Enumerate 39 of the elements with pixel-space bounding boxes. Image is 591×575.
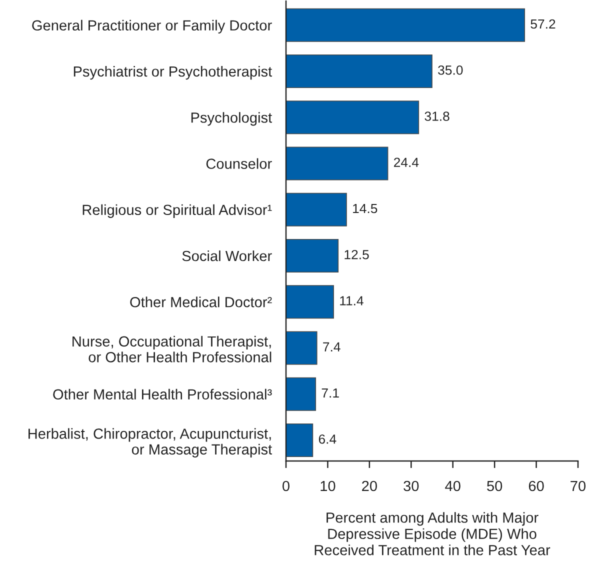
data-label: 6.4 xyxy=(318,434,336,444)
data-label: 24.4 xyxy=(394,158,419,167)
bar xyxy=(286,54,432,88)
x-tick-label: 20 xyxy=(362,480,377,492)
bar xyxy=(286,238,339,273)
data-label: 12.5 xyxy=(344,250,369,260)
bar xyxy=(286,331,318,365)
data-label: 11.4 xyxy=(340,296,364,306)
y-tick-label: Herbalist, Chiropractor, Acupuncturist, or Massage Therapist xyxy=(28,428,272,458)
data-label: 14.5 xyxy=(353,204,378,214)
x-axis-title: Percent among Adults with Major Depressive Episode (MDE) Who Received Treatment in the Past Year xyxy=(314,512,550,556)
y-tick-label: General Practitioner or Family Doctor xyxy=(32,20,272,34)
y-tick-label: Nurse, Occupational Therapist, or Other Health Professional xyxy=(72,336,272,362)
x-tick-label: 40 xyxy=(445,480,460,492)
y-tick-label: Religious or Spiritual Advisor¹ xyxy=(82,204,272,218)
y-tick-label: Other Medical Doctor² xyxy=(130,296,272,308)
bar xyxy=(286,146,388,180)
data-label: 7.1 xyxy=(322,388,339,398)
bar xyxy=(286,100,420,134)
y-tick-label: Psychologist xyxy=(191,112,272,126)
y-tick-label: Psychiatrist or Psychotherapist xyxy=(74,66,272,80)
x-tick-label: 50 xyxy=(487,480,502,492)
x-tick-label: 10 xyxy=(320,480,336,492)
data-label: 35.0 xyxy=(438,65,463,75)
y-tick-label: Social Worker xyxy=(182,250,272,262)
y-tick-label: Counselor xyxy=(206,158,272,169)
data-label: 57.2 xyxy=(530,19,556,29)
bar xyxy=(286,8,526,42)
bar xyxy=(286,377,316,411)
bar xyxy=(286,192,347,226)
y-tick-label: Other Mental Health Professional³ xyxy=(53,388,272,400)
x-tick-label: 60 xyxy=(528,480,544,492)
data-label: 7.4 xyxy=(323,342,340,352)
x-tick-label: 70 xyxy=(570,480,586,492)
x-tick-label: 0 xyxy=(282,480,290,492)
bar xyxy=(286,285,334,319)
x-tick-label: 30 xyxy=(404,480,419,492)
data-label: 31.8 xyxy=(424,112,450,121)
bar xyxy=(286,423,314,458)
